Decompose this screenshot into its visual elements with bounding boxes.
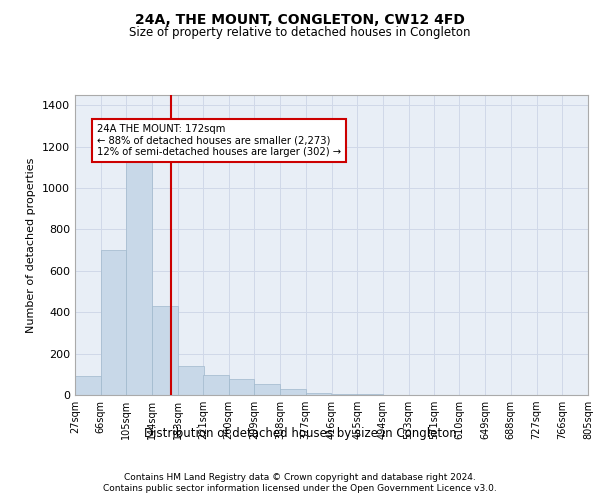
Text: Contains public sector information licensed under the Open Government Licence v3: Contains public sector information licen… xyxy=(103,484,497,493)
Bar xyxy=(306,392,331,395)
Text: 24A, THE MOUNT, CONGLETON, CW12 4FD: 24A, THE MOUNT, CONGLETON, CW12 4FD xyxy=(135,12,465,26)
Text: Distribution of detached houses by size in Congleton: Distribution of detached houses by size … xyxy=(143,428,457,440)
Bar xyxy=(203,376,229,395)
Bar xyxy=(357,394,383,395)
Text: Contains HM Land Registry data © Crown copyright and database right 2024.: Contains HM Land Registry data © Crown c… xyxy=(124,472,476,482)
Bar xyxy=(178,366,203,395)
Bar xyxy=(101,250,127,395)
Text: Size of property relative to detached houses in Congleton: Size of property relative to detached ho… xyxy=(129,26,471,39)
Bar xyxy=(127,161,152,395)
Bar xyxy=(152,306,178,395)
Y-axis label: Number of detached properties: Number of detached properties xyxy=(26,158,37,332)
Bar xyxy=(280,389,306,395)
Bar xyxy=(75,376,101,395)
Text: 24A THE MOUNT: 172sqm
← 88% of detached houses are smaller (2,273)
12% of semi-d: 24A THE MOUNT: 172sqm ← 88% of detached … xyxy=(97,124,341,157)
Bar xyxy=(229,380,254,395)
Bar xyxy=(331,394,357,395)
Bar xyxy=(254,384,280,395)
